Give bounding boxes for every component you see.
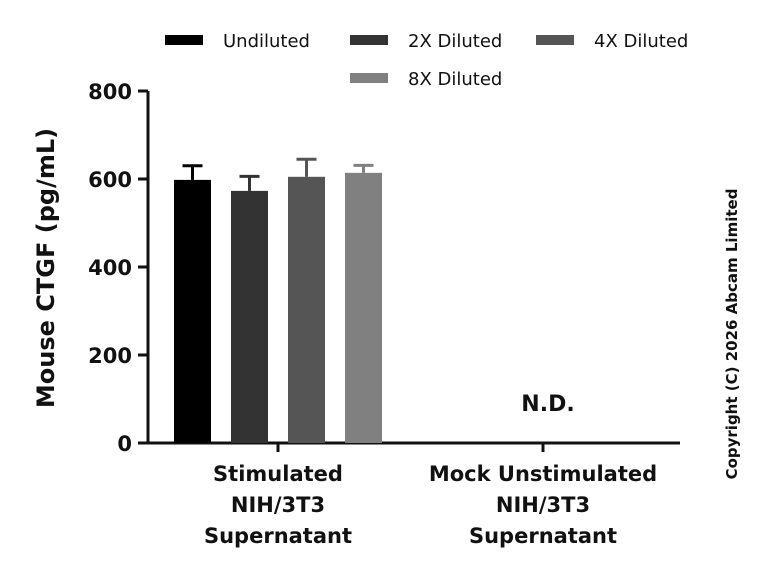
x-category-label: Supernatant [204,524,352,548]
bar [345,172,382,443]
copyright-text: Copyright (C) 2026 Abcam Limited [723,189,741,480]
legend-label: 8X Diluted [408,69,502,90]
legend-item: 8X Diluted [350,69,502,90]
x-category-label: Supernatant [469,524,617,548]
y-tick-label: 800 [88,80,132,104]
legend-label: Undiluted [223,31,310,52]
x-category-label: Stimulated [213,462,343,486]
bar [174,179,211,443]
not-detected-label: N.D. [521,392,574,417]
y-tick-label: 0 [117,432,132,456]
legend-swatch [536,35,574,45]
x-category-label: NIH/3T3 [496,493,590,517]
x-category-label: Mock Unstimulated [429,462,657,486]
bars [174,172,382,444]
x-axis: Stimulated NIH/3T3 Supernatant Mock Unstimu… [148,441,680,548]
bar [288,176,325,444]
error-bars [182,157,374,191]
legend-swatch [350,35,388,45]
legend-item: Undiluted [165,31,310,52]
y-axis-label: Mouse CTGF (pg/mL) [32,128,60,408]
legend: Undiluted 2X Diluted 4X Diluted 8X Diluted [165,31,688,90]
x-category-label: NIH/3T3 [231,493,325,517]
y-tick-label: 600 [88,168,132,192]
legend-swatch [165,35,203,45]
bar [231,190,268,443]
y-tick-label: 400 [88,256,132,280]
y-tick-label: 200 [88,344,132,368]
legend-item: 4X Diluted [536,31,688,52]
legend-swatch [350,73,388,83]
legend-item: 2X Diluted [350,31,502,52]
legend-label: 2X Diluted [408,31,502,52]
legend-label: 4X Diluted [594,31,688,52]
y-axis: 0 200 400 600 800 [88,80,150,456]
